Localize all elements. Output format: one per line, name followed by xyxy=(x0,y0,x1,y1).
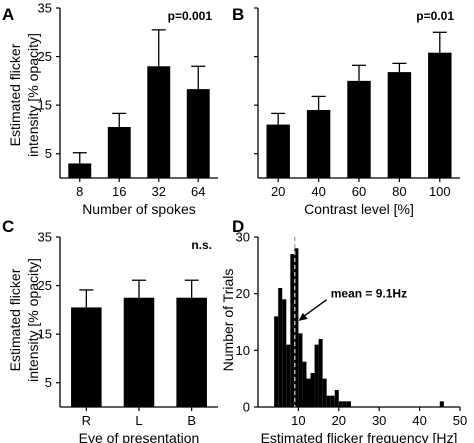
panel-a-annotation: p=0.001 xyxy=(168,9,213,23)
panel-a-ylabel-line2: intensity [% opacity] xyxy=(25,33,41,157)
panel-d-xlabel: Estimated flicker frequency [Hz] xyxy=(261,430,458,443)
panel-d-histogram-bar xyxy=(310,373,315,407)
panel-d-xtick-label: 30 xyxy=(372,413,386,428)
panel-c-bar xyxy=(176,297,207,407)
panel-c-xtick-label: R xyxy=(82,413,91,428)
panel-a-bar xyxy=(107,127,131,178)
panel-b-bar xyxy=(428,52,452,178)
panel-d-xtick-label: 50 xyxy=(453,413,467,428)
panel-d-histogram-bar xyxy=(282,299,287,407)
panel-c-bar xyxy=(71,307,102,407)
panel-d-xtick-label: 10 xyxy=(291,413,305,428)
panel-d-histogram-bar xyxy=(274,316,279,407)
panel-d-histogram-bar xyxy=(326,395,331,407)
panel-b-xtick-label: 20 xyxy=(271,184,285,199)
panel-d-histogram-bar xyxy=(322,378,327,407)
panel-d-histogram-bar xyxy=(318,339,323,407)
panel-a-ytick-label: 5 xyxy=(45,146,52,161)
panel-d-histogram-bar xyxy=(346,401,351,407)
panel-a-xtick-label: 16 xyxy=(112,184,126,199)
panel-d-histogram-bar xyxy=(338,401,343,407)
panel-b-xtick-label: 40 xyxy=(311,184,325,199)
panel-a-bar xyxy=(147,66,171,178)
panel-a-ytick-label: 25 xyxy=(38,49,52,64)
panel-d-histogram-bar xyxy=(314,344,319,407)
panel-b-xlabel: Contrast level [%] xyxy=(304,201,414,217)
panel-b-bar xyxy=(306,110,331,178)
panel-d-annotation: mean = 9.1Hz xyxy=(331,287,407,301)
panel-d-histogram-bar xyxy=(298,333,303,407)
panel-a-ytick-label: 15 xyxy=(38,98,52,113)
panel-d-histogram-bar xyxy=(302,361,307,407)
panel-d-ytick-label: 30 xyxy=(236,230,250,245)
panel-b-xtick-label: 100 xyxy=(429,184,451,199)
panel-d-arrow-head xyxy=(298,312,308,321)
panel-d-ytick-label: 10 xyxy=(236,343,250,358)
panel-d-ytick-label: 20 xyxy=(236,286,250,301)
panel-d-histogram-bar xyxy=(290,254,295,407)
panel-a-xtick-label: 64 xyxy=(191,184,205,199)
panel-c-xtick-label: B xyxy=(187,413,196,428)
panel-c-ytick-label: 25 xyxy=(38,278,52,293)
panel-d-ytick-label: 0 xyxy=(243,400,250,415)
panel-d-histogram-bar xyxy=(306,378,311,407)
panel-b-bar xyxy=(347,80,371,178)
panel-a-xtick-label: 8 xyxy=(76,184,83,199)
panel-d-ylabel: Number of Trials xyxy=(220,269,236,372)
panel-c-annotation: n.s. xyxy=(191,238,212,252)
panel-b-bar xyxy=(387,72,412,178)
panel-c-ytick-label: 5 xyxy=(45,375,52,390)
panel-b-xtick-label: 60 xyxy=(352,184,366,199)
panel-a-ylabel-line1: Estimated flicker xyxy=(7,43,23,146)
panel-d-histogram-bar xyxy=(334,390,339,407)
panel-d-histogram-bar xyxy=(342,401,347,407)
panel-d-histogram-bar xyxy=(330,395,335,407)
panel-c-ytick-label: 15 xyxy=(38,327,52,342)
panel-a-bar xyxy=(68,163,92,178)
panel-a-letter: A xyxy=(2,5,14,24)
panel-d-xtick-label: 20 xyxy=(332,413,346,428)
panel-a-xtick-label: 32 xyxy=(152,184,166,199)
panel-c-xtick-label: L xyxy=(135,413,142,428)
panel-b-letter: B xyxy=(232,5,244,24)
panel-c-letter: C xyxy=(2,217,14,236)
panel-a-bar xyxy=(186,89,210,178)
panel-d-histogram-bar xyxy=(439,401,444,407)
panel-a-xlabel: Number of spokes xyxy=(82,201,196,217)
panel-b-annotation: p=0.01 xyxy=(416,9,454,23)
panel-b-xtick-label: 80 xyxy=(392,184,406,199)
panel-c-ylabel-line1: Estimated flicker xyxy=(7,268,23,371)
panel-a-ytick-label: 35 xyxy=(38,1,52,16)
panel-c-ytick-label: 35 xyxy=(38,230,52,245)
panel-c-xlabel: Eye of presentation xyxy=(79,430,200,443)
panel-b-bar xyxy=(266,124,290,178)
panel-d-histogram-bar xyxy=(278,288,283,407)
panel-c-ylabel-line2: intensity [% opacity] xyxy=(25,258,41,382)
panel-d-histogram-bar xyxy=(294,248,299,407)
panel-d-letter: D xyxy=(232,217,244,236)
panel-d-xtick-label: 40 xyxy=(412,413,426,428)
panel-c-bar xyxy=(123,297,155,407)
panel-d-histogram-bar xyxy=(286,344,291,407)
